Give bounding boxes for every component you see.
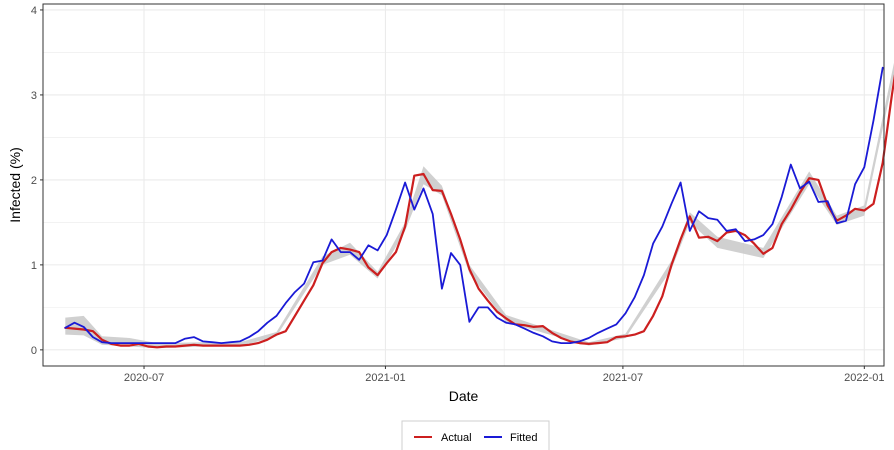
x-tick-label: 2021-07 bbox=[603, 372, 643, 384]
series-line-fitted bbox=[64, 66, 884, 345]
legend-label-fitted: Fitted bbox=[510, 432, 538, 444]
y-tick-label: 0 bbox=[31, 345, 37, 357]
x-tick-label: 2022-01 bbox=[844, 372, 884, 384]
x-axis-title: Date bbox=[449, 388, 479, 404]
series-line-actual bbox=[64, 74, 894, 349]
minor-gridlines bbox=[43, 4, 884, 366]
series-layer bbox=[64, 66, 894, 349]
x-axis: 2020-07 2021-01 2021-07 2022-01 bbox=[124, 366, 885, 384]
plot-panel bbox=[42, 3, 894, 367]
panel-border bbox=[42, 3, 885, 367]
x-tick-label: 2020-07 bbox=[124, 372, 164, 384]
x-tick-label: 2021-01 bbox=[365, 372, 405, 384]
y-tick-label: 1 bbox=[31, 260, 37, 272]
y-axis-title: Infected (%) bbox=[7, 147, 23, 222]
y-tick-label: 2 bbox=[31, 175, 37, 187]
y-tick-label: 4 bbox=[31, 5, 37, 17]
legend-box bbox=[401, 420, 550, 450]
y-tick-label: 3 bbox=[31, 90, 37, 102]
y-axis: 0 1 2 3 4 bbox=[31, 5, 43, 357]
legend-label-actual: Actual bbox=[441, 432, 472, 444]
major-gridlines bbox=[43, 4, 884, 366]
legend: Actual Fitted bbox=[401, 420, 550, 450]
